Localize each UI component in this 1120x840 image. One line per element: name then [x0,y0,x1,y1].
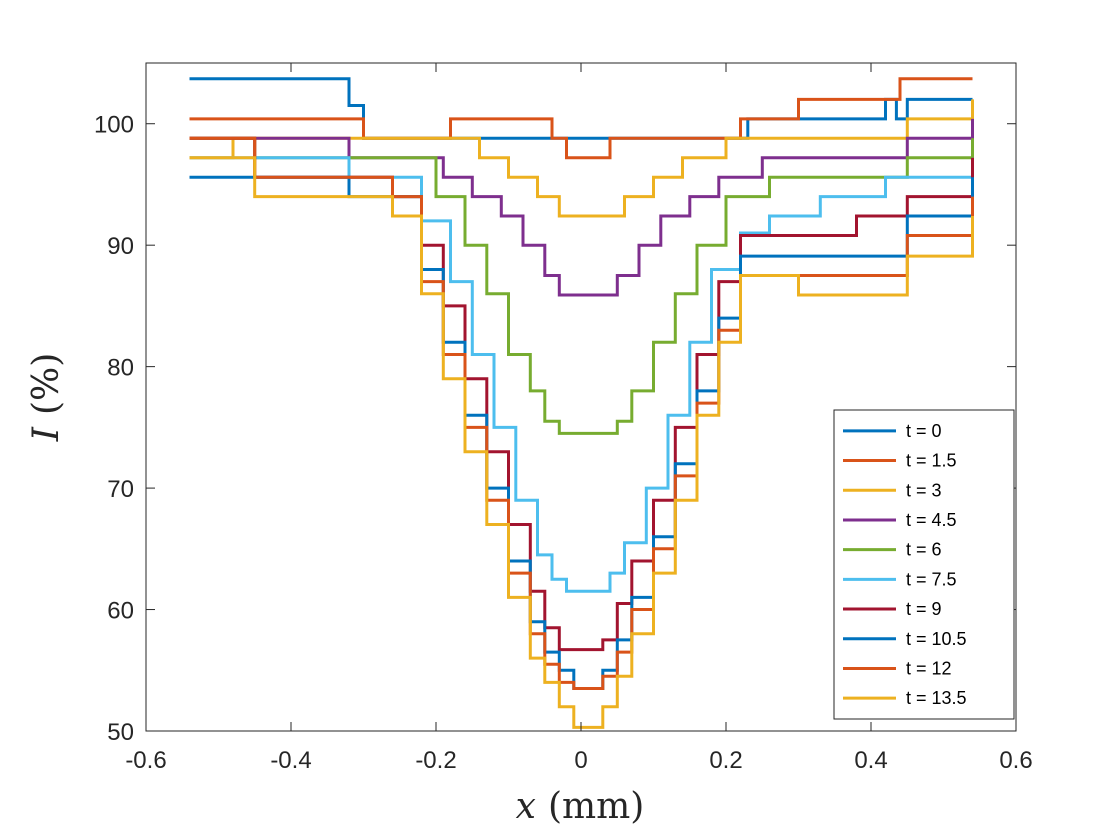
series-line-5 [189,156,974,593]
series-line-9 [189,156,974,729]
x-tick-label: 0 [574,747,587,774]
y-axis-unit: (%) [26,353,67,415]
series-line-3 [189,118,974,297]
y-axis-title: I (%) [26,353,67,443]
legend-label-8: t = 12 [906,658,952,678]
x-axis-title: x (mm) [516,786,645,827]
y-tick-label: 100 [94,112,134,139]
y-tick-label: 60 [107,598,134,625]
legend-label-0: t = 0 [906,421,942,441]
legend-label-1: t = 1.5 [906,451,957,471]
series-line-2 [189,99,974,218]
legend-label-3: t = 4.5 [906,510,957,530]
x-tick-label: 0.4 [854,747,887,774]
y-tick-label: 70 [107,476,134,503]
x-tick-label: -0.4 [270,747,311,774]
x-tick-label: 0.6 [999,747,1032,774]
x-tick-label: -0.6 [125,747,166,774]
legend-label-7: t = 10.5 [906,629,967,649]
series-lines [189,77,974,729]
y-tick-label: 80 [107,355,134,382]
x-tick-label: -0.2 [415,747,456,774]
x-tick-label: 0.2 [709,747,742,774]
y-tick-label: 50 [107,719,134,746]
legend-label-4: t = 6 [906,540,942,560]
legend-label-2: t = 3 [906,480,942,500]
y-tick-label: 90 [107,233,134,260]
legend-label-9: t = 13.5 [906,688,967,708]
y-axis-variable: I [26,426,67,442]
legend-label-5: t = 7.5 [906,569,957,589]
legend: t = 0 t = 1.5 t = 3 t = 4.5 t = 6 t = 7.5 t = … [833,409,1015,720]
x-axis-unit: (mm) [548,786,644,827]
series-line-4 [189,136,974,435]
series-line-8 [189,136,974,690]
x-axis-variable: x [516,786,536,827]
legend-label-6: t = 9 [906,599,942,619]
axis-ticks: -0.6 -0.4 -0.2 0 0.2 0.4 0.6 50 60 70 80 90 100 [94,63,1033,774]
